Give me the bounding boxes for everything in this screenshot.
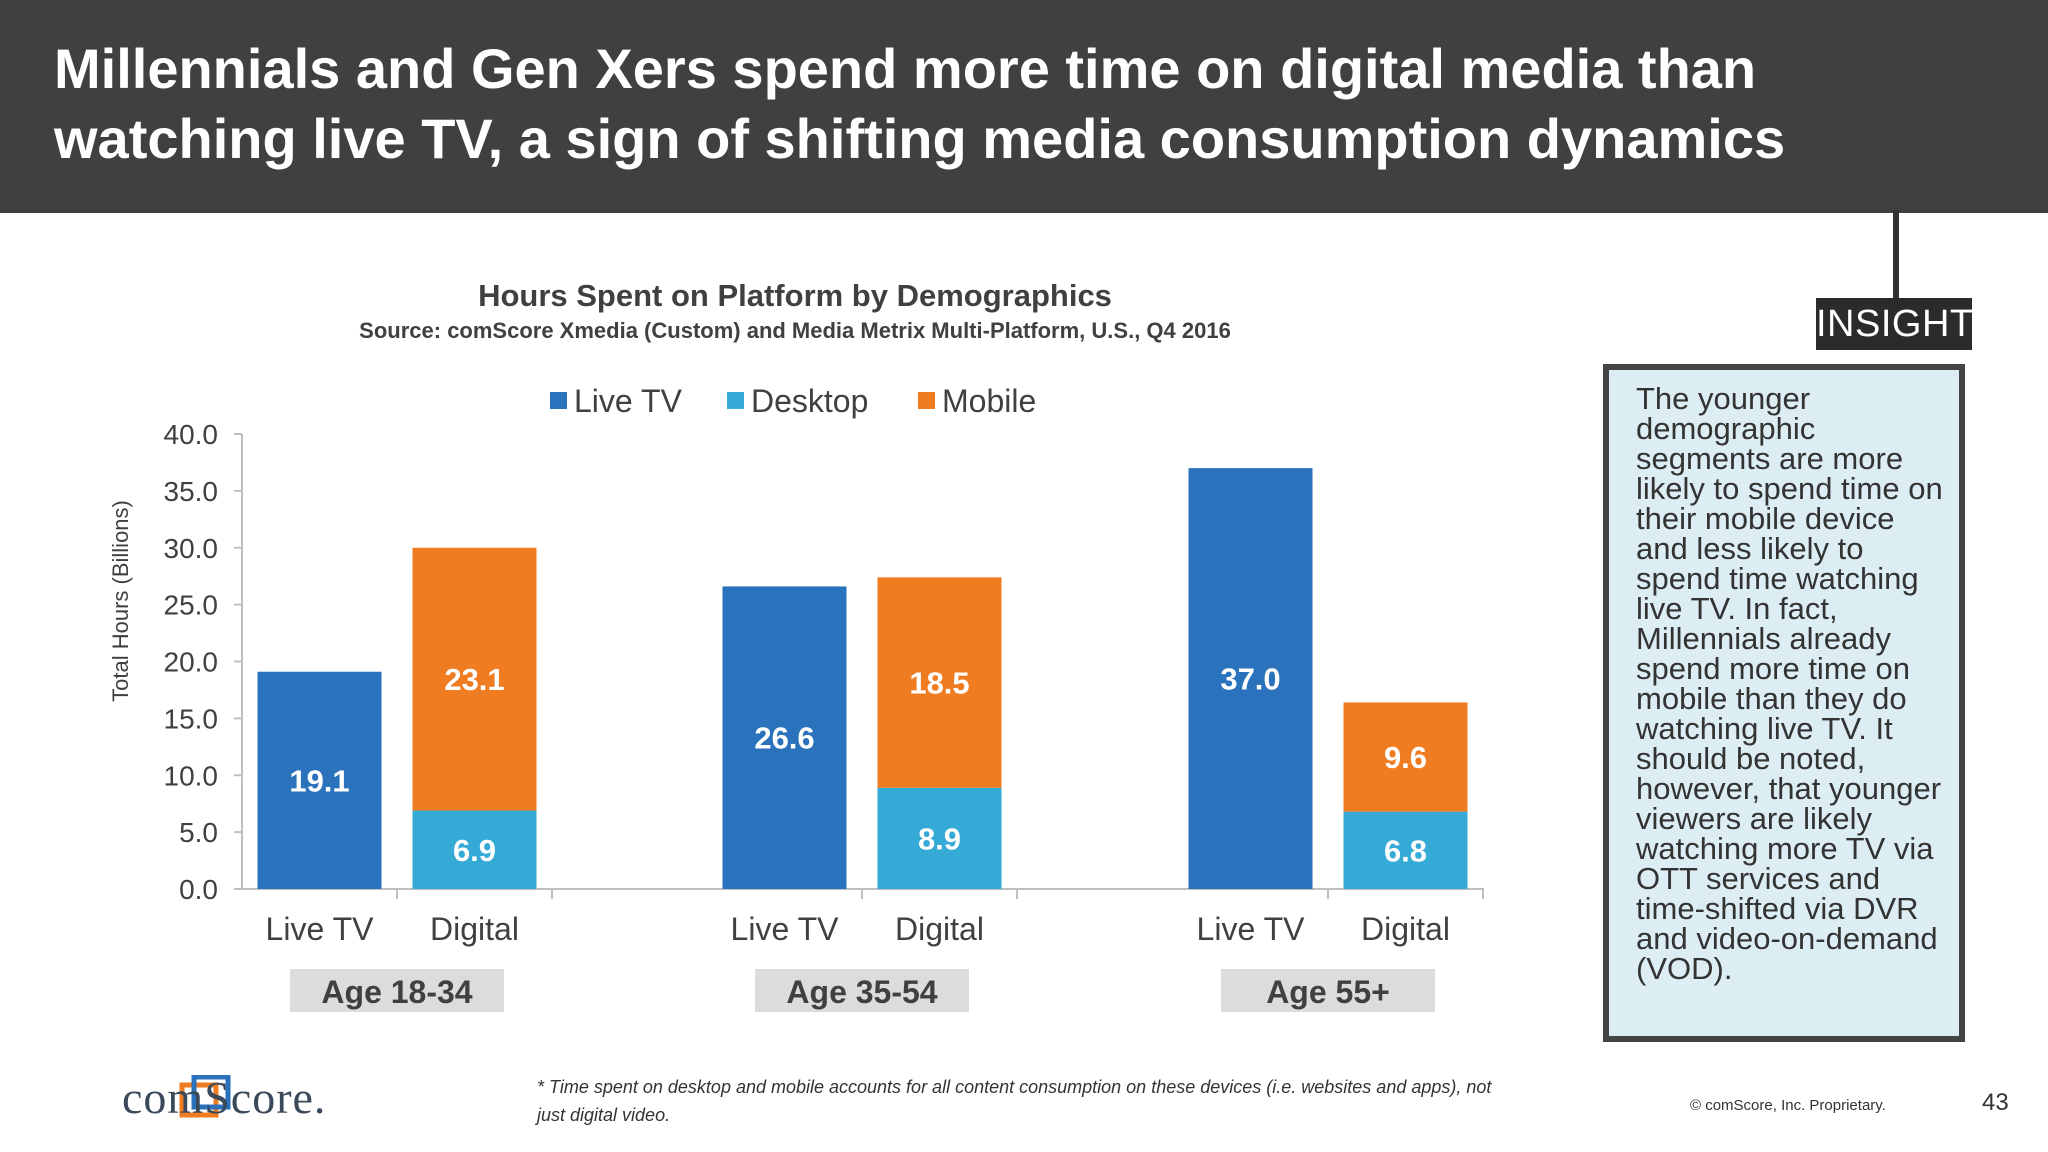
group-label: Age 18-34 [321,974,472,1010]
axis-layer: 0.0 5.0 10.0 15.0 20.0 25.0 30.0 35.0 40.0 Total … [108,419,1484,905]
insight-tag: INSIGHT [1816,298,1973,350]
legend-label: Mobile [942,383,1036,419]
x-category-label: Live TV [1197,911,1306,947]
footnote: * Time spent on desktop and mobile accou… [537,1077,1492,1125]
y-tick-label: 10.0 [164,760,219,791]
data-label: 9.6 [1384,740,1427,775]
bar-segment-desktop [1343,811,1468,889]
data-label: 19.1 [289,763,349,798]
y-tick-label: 35.0 [164,476,219,507]
x-category-label: Live TV [731,911,840,947]
copyright: © comScore, Inc. Proprietary. [1690,1097,1886,1114]
group-label-box [290,969,504,1012]
comscore-logo-text: comScore. [122,1072,327,1123]
labels-layer: 19.1 Live TV 6.9 23.1 Digital Age 18-34 26.6 Li… [266,662,1450,1012]
chart-title: Hours Spent on Platform by Demographics [478,278,1112,313]
bars-layer [257,468,1468,889]
y-tick-label: 5.0 [179,817,218,848]
x-category-label: Digital [430,911,519,947]
y-tick-label: 15.0 [164,703,219,734]
bar-segment-live-tv [722,586,847,889]
y-axis-title: Total Hours (Billions) [108,500,133,702]
bar-segment-live-tv [1188,468,1313,889]
insight-box [1603,364,1965,1042]
data-label: 23.1 [444,662,504,697]
x-category-label: Digital [1361,911,1450,947]
group-label: Age 55+ [1266,974,1390,1010]
group-label: Age 35-54 [786,974,937,1010]
comscore-logo-icon [179,1075,231,1118]
title-banner: Millennials and Gen Xers spend more time… [0,0,2048,213]
group-label-box [755,969,969,1012]
x-category-label: Digital [895,911,984,947]
legend-swatch [918,392,935,409]
group-label-box [1221,969,1435,1012]
bar-segment-desktop [877,787,1002,889]
bar-segment-mobile [877,577,1002,788]
y-tick-label: 25.0 [164,590,219,621]
slide-title-line-1: Millennials and Gen Xers spend more time… [54,37,1757,100]
slide-title-line-2: watching live TV, a sign of shifting med… [54,107,1786,170]
y-tick-label: 0.0 [179,874,218,905]
legend-swatch [727,392,744,409]
insight-connector-line [1893,210,1899,300]
legend-swatch [550,392,567,409]
y-tick-label: 20.0 [164,647,219,678]
data-label: 37.0 [1220,662,1280,697]
y-tick-label: 30.0 [164,533,219,564]
chart-subtitle: Source: comScore Xmedia (Custom) and Med… [359,318,1231,343]
insight-text: The younger demographic segments are mor… [1636,381,1943,986]
chart-legend: Live TV Desktop Mobile [550,383,1036,419]
legend-label: Desktop [751,383,868,419]
page-number: 43 [1982,1089,2009,1116]
slide-title: Millennials and Gen Xers spend more time… [54,34,1954,174]
x-category-label: Live TV [266,911,375,947]
bar-segment-desktop [412,810,537,889]
bar-segment-mobile [1343,702,1468,812]
y-tick-label: 40.0 [164,419,219,450]
data-label: 6.8 [1384,833,1427,868]
data-label: 26.6 [754,721,814,756]
legend-label: Live TV [574,383,683,419]
bar-segment-mobile [412,547,537,811]
bar-segment-live-tv [257,671,382,889]
data-label: 8.9 [918,821,961,856]
data-label: 18.5 [909,666,969,701]
data-label: 6.9 [453,833,496,868]
